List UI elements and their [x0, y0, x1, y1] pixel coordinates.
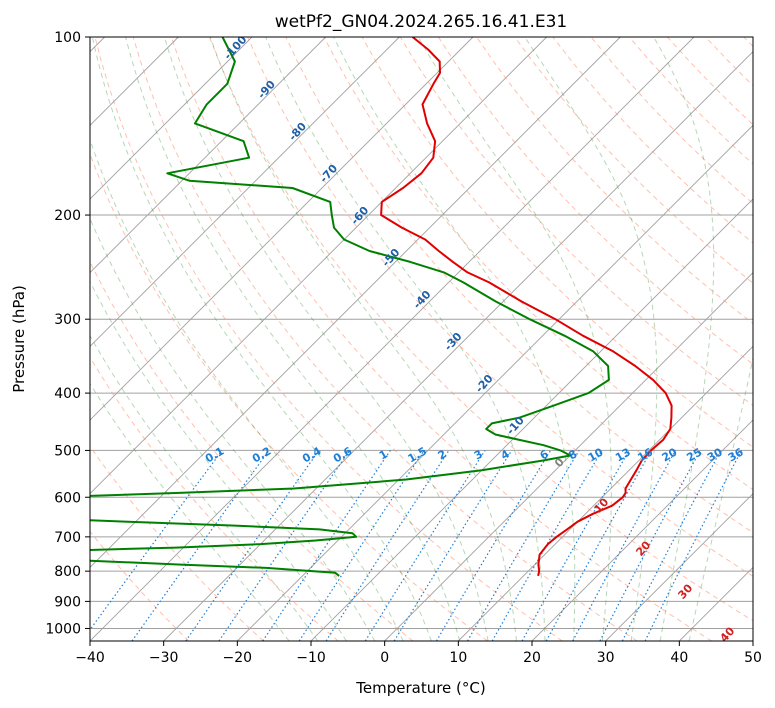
x-tick-label: 50: [744, 650, 762, 666]
mixing-ratio-line: [262, 450, 391, 641]
mixing-ratio-line: [185, 450, 320, 641]
dry-adiabat: [90, 530, 190, 641]
y-tick-label: 600: [54, 490, 81, 506]
dry-adiabat: [90, 152, 488, 641]
moist-adiabat: [163, 37, 489, 641]
x-tick-label: 10: [449, 650, 467, 666]
mixing-ratio-line: [572, 450, 677, 641]
x-tick-label: −10: [296, 650, 326, 666]
y-tick-label: 100: [54, 30, 81, 46]
y-axis: 100 200 300 400 500 600 700 800 900 1000: [45, 30, 90, 637]
sounding-traces: [90, 37, 673, 577]
chart-title: wetPf2_GN04.2024.265.16.41.E31: [275, 12, 567, 32]
isotherm-line: [90, 37, 400, 347]
moist-adiabat: [91, 37, 432, 641]
x-tick-label: 20: [523, 650, 541, 666]
temperature-trace: [380, 37, 673, 577]
plot-frame: [89, 36, 754, 642]
dry-adiabat: [285, 37, 753, 534]
x-tick-label: 30: [597, 650, 615, 666]
moist-adiabat: [90, 382, 290, 641]
moist-adiabat: [524, 37, 658, 641]
mixing-ratio-line: [131, 450, 270, 641]
x-axis-label: Temperature (°C): [355, 679, 485, 697]
mixing-ratio-line: [521, 450, 630, 641]
isotherm-line: [90, 37, 474, 421]
mixing-ratio-line: [218, 450, 351, 641]
x-tick-label: −30: [149, 650, 179, 666]
y-tick-label: 400: [54, 386, 81, 402]
isotherm-line: [237, 124, 753, 641]
mixing-ratio-line: [644, 450, 743, 641]
mixing-ratio-lines: [90, 450, 743, 641]
y-tick-label: 500: [54, 443, 81, 459]
isotherm-line: [90, 37, 695, 641]
moist-adiabat: [90, 334, 319, 641]
y-tick-label: 300: [54, 312, 81, 328]
isotherm-line: [458, 345, 753, 641]
background-lines: [90, 37, 753, 641]
mixing-ratio-line: [545, 450, 652, 641]
moist-adiabat: [265, 37, 546, 641]
x-tick-label: −20: [223, 650, 253, 666]
dry-adiabat: [209, 37, 753, 622]
x-tick-label: 40: [670, 650, 688, 666]
mixing-ratio-line: [325, 450, 450, 641]
dewpoint-trace: [90, 37, 610, 577]
isotherm-line: [605, 493, 753, 641]
moist-adiabat: [653, 37, 715, 641]
dry-adiabat: [90, 260, 414, 641]
isotherm-line: [90, 37, 547, 495]
y-tick-label: 200: [54, 208, 81, 224]
isotherm-line: [90, 37, 253, 200]
dry-adiabat: [90, 445, 264, 641]
isotherm-line: [90, 37, 326, 274]
y-tick-label: 800: [54, 564, 81, 580]
isotherm-line: [531, 419, 753, 641]
moist-adiabat: [333, 37, 576, 641]
isotherm-line: [163, 51, 753, 641]
x-tick-label: 0: [380, 650, 389, 666]
y-tick-label: 1000: [45, 621, 81, 637]
isotherm-line: [90, 37, 621, 568]
mixing-ratio-line: [621, 450, 722, 641]
dry-adiabat: [170, 37, 712, 641]
dry-adiabat: [514, 37, 753, 284]
moist-adiabat: [209, 37, 517, 641]
moist-adiabat: [90, 217, 376, 641]
isotherm-line: [384, 272, 753, 641]
y-axis-label: Pressure (hPa): [10, 285, 28, 393]
dry-adiabat: [94, 37, 563, 641]
dry-adiabat: [247, 37, 753, 577]
mixing-ratio-line: [298, 450, 425, 641]
dry-adiabat: [399, 37, 753, 407]
moist-adiabat: [125, 37, 461, 641]
x-tick-label: −40: [75, 650, 105, 666]
x-axis: −40 −30 −20 −10 0 10 20 30 40 50: [75, 641, 762, 666]
y-tick-label: 900: [54, 594, 81, 610]
moist-adiabat: [90, 138, 404, 641]
mixing-ratio-line: [393, 450, 513, 641]
y-tick-label: 700: [54, 530, 81, 546]
dry-adiabat: [132, 37, 638, 641]
dry-adiabat: [90, 356, 339, 641]
moist-adiabat: [417, 37, 612, 641]
